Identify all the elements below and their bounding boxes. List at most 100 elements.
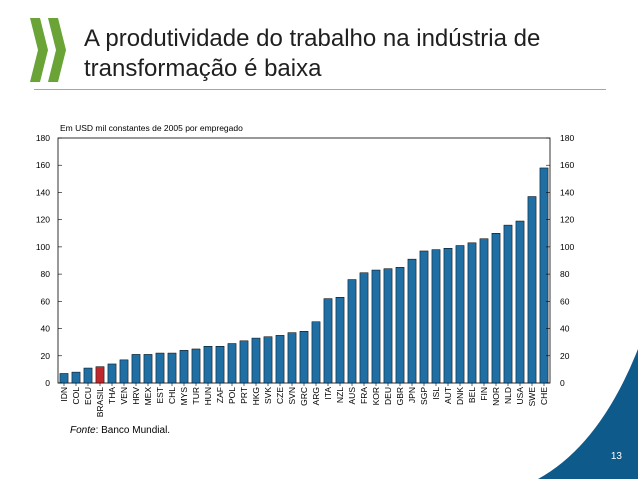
x-tick-label: HUN [203,387,213,405]
title-divider [34,89,606,90]
x-tick-label: NLD [503,387,513,404]
x-tick-label: FRA [359,387,369,404]
x-tick-label: SVN [287,387,297,404]
x-tick-label: ZAF [215,387,225,403]
bar-aut [443,248,453,384]
bar-jpn [407,258,417,384]
bar-est [155,352,165,384]
y-tick-label-right: 160 [560,160,574,170]
bar-ita [323,298,333,384]
y-tick-label-right: 0 [560,378,565,388]
y-tick-label-left: 180 [36,133,50,143]
y-tick-label-left: 100 [36,242,50,252]
x-tick-label: IDN [59,387,69,402]
x-tick-label: ISL [431,387,441,400]
bar-nld [503,224,513,384]
bar-brasil [95,366,105,384]
x-tick-label: HKG [251,387,261,405]
bar-zaf [215,346,225,384]
bar-cze [275,335,285,384]
bar-nzl [335,297,345,384]
y-tick-label-left: 140 [36,187,50,197]
y-tick-label-right: 140 [560,187,574,197]
y-tick-label-right: 100 [560,242,574,252]
x-tick-label: MYS [179,387,189,406]
y-tick-label-right: 60 [560,296,570,306]
y-tick-label-right: 40 [560,324,570,334]
y-tick-label-left: 160 [36,160,50,170]
logo [30,16,70,84]
slide-title: A produtividade do trabalho na indústria… [84,25,541,82]
source-text: : Banco Mundial. [95,425,171,436]
bar-fin [479,238,489,384]
bar-usa [515,220,525,384]
x-tick-label: CHE [539,387,549,405]
x-tick-label: MEX [143,387,153,406]
page-number: 13 [610,451,622,462]
x-tick-label: PRT [239,387,249,404]
bar-pol [227,343,237,384]
bar-dnk [455,245,465,384]
bar-col [71,371,81,384]
bar-deu [383,268,393,384]
bar-svk [263,336,273,384]
x-axis: IDN COL ECU BRASIL THA VEN HRV MEX EST CHL MYS TUR H… [59,383,549,417]
x-tick-label: ECU [83,387,93,405]
x-tick-label: KOR [371,387,381,405]
bar-ecu [83,367,93,384]
bar-hun [203,346,213,384]
corner-shape [538,349,638,479]
x-tick-label: VEN [119,387,129,404]
x-tick-label: FIN [479,387,489,401]
y-tick-label-right: 180 [560,133,574,143]
bar-swe [527,196,537,384]
corner-decoration [538,349,638,479]
x-tick-label: TUR [191,387,201,404]
source-label: Fonte [70,425,96,436]
bar-kor [371,269,381,384]
y-axis-right: 0 20 40 60 80 100 120 140 160 180 [546,133,574,388]
bar-prt [239,340,249,384]
x-tick-label: GBR [395,387,405,405]
bar-bel [467,242,477,384]
y-tick-label-left: 20 [41,351,51,361]
x-tick-label: BRASIL [95,387,105,418]
bar-idn [59,373,69,384]
bar-arg [311,321,321,384]
bar-svn [287,332,297,384]
y-tick-label-left: 80 [41,269,51,279]
x-tick-label: ARG [311,387,321,405]
x-tick-label: DNK [455,387,465,405]
bar-ven [119,359,129,384]
bar-tha [107,363,117,384]
bar-tur [191,348,201,384]
y-tick-label-left: 60 [41,296,51,306]
y-tick-label-left: 0 [45,378,50,388]
x-tick-label: COL [71,387,81,405]
x-tick-label: THA [107,387,117,404]
unit-label: Em USD mil constantes de 2005 por empreg… [60,123,243,133]
y-tick-label-left: 40 [41,324,51,334]
bar-mys [179,350,189,384]
bar-aus [347,279,357,384]
bar-mex [143,354,153,384]
x-tick-label: SGP [419,387,429,405]
bar-chl [167,352,177,384]
bar-hrv [131,354,141,384]
y-tick-label-right: 80 [560,269,570,279]
x-tick-label: EST [155,387,165,404]
x-tick-label: SVK [263,387,273,404]
bar-sgp [419,250,429,384]
x-tick-label: CHL [167,387,177,404]
x-tick-label: ITA [323,387,333,400]
x-tick-label: AUT [443,387,453,404]
x-tick-label: POL [227,387,237,404]
x-tick-label: HRV [131,387,141,405]
x-tick-label: NZL [335,387,345,403]
y-tick-label-left: 120 [36,215,50,225]
double-chevron-logo-icon [30,18,66,82]
bar-fra [359,272,369,384]
bar-hkg [251,337,261,384]
x-tick-label: SWE [527,387,537,407]
x-tick-label: USA [515,387,525,405]
